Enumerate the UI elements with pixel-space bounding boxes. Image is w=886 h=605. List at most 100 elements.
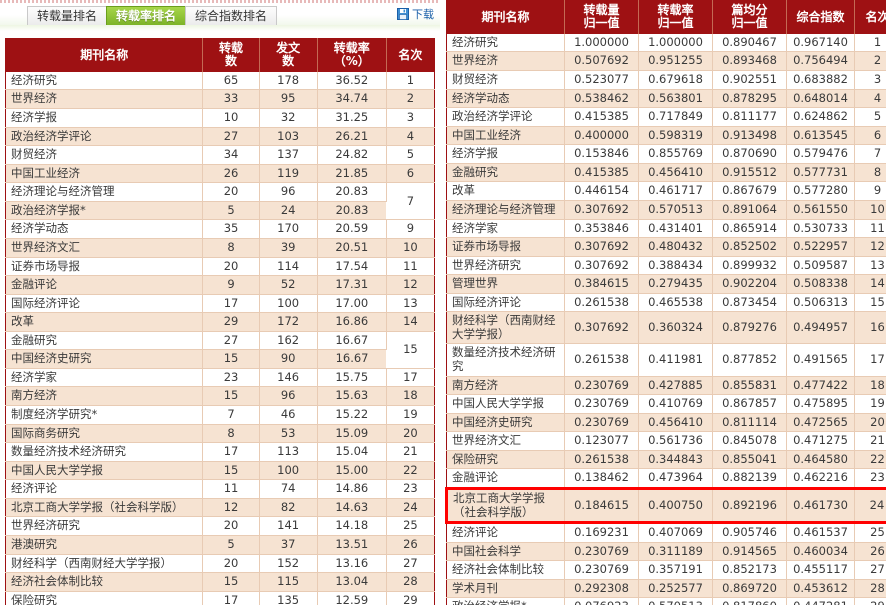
table-row[interactable]: 港澳研究 5 37 13.51 26 (5, 535, 435, 555)
table-row[interactable]: 保险研究 0.261538 0.344843 0.855041 0.464580 22 (446, 450, 886, 470)
table-row[interactable]: 中国人民大学学报 0.230769 0.410769 0.867857 0.475895… (446, 394, 886, 414)
cell-index: 0.624862 (786, 107, 855, 127)
cell-v3: 0.817860 (712, 597, 787, 605)
tab-1[interactable]: 转载率排名 (106, 6, 187, 25)
left-col-header-1: 转载数 (202, 38, 260, 72)
table-row[interactable]: 北京工商大学学报（社会科学版） 12 82 14.63 24 (5, 498, 435, 518)
table-row[interactable]: 证券市场导报 0.307692 0.480432 0.852502 0.522957 12 (446, 237, 886, 257)
cell-v3: 0.915512 (712, 163, 787, 183)
table-row[interactable]: 政治经济学报*0.0769230.5705130.8178600.4472812… (446, 597, 886, 605)
download-button[interactable]: 下载 (397, 6, 434, 22)
table-row[interactable]: 经济社会体制比较 15 115 13.04 28 (5, 572, 435, 592)
table-row[interactable]: 中国经济史研究 0.230769 0.456410 0.811114 0.472565 2… (446, 413, 886, 433)
table-row[interactable]: 财贸经济 34 137 24.82 5 (5, 145, 435, 165)
table-row[interactable]: 中国工业经济 0.400000 0.598319 0.913498 0.613545 6 (446, 126, 886, 146)
cell-rate: 13.16 (317, 554, 387, 574)
table-row-highlighted[interactable]: 北京工商大学学报（社会科学版） 0.184615 0.400750 0.892196 0… (445, 486, 886, 525)
table-row[interactable]: 国际经济评论 0.261538 0.465538 0.873454 0.506313 15 (446, 293, 886, 313)
table-row[interactable]: 经济学家 23 146 15.75 17 (5, 368, 435, 388)
table-row[interactable]: 政治经济学报* 5 24 20.83 (5, 201, 435, 221)
cell-v1: 0.261538 (564, 293, 639, 313)
table-row[interactable]: 国际商务研究 8 53 15.09 20 (5, 424, 435, 444)
table-row[interactable]: 世界经济研究 0.307692 0.388434 0.899932 0.509587 13 (446, 256, 886, 276)
table-row[interactable]: 政治经济学评论 27 103 26.21 4 (5, 127, 435, 147)
cell-rate: 17.54 (317, 257, 387, 277)
table-row[interactable]: 世界经济 33 95 34.74 2 (5, 89, 435, 109)
table-row[interactable]: 财经科学（西南财经大学学报） 20 152 13.16 27 (5, 554, 435, 574)
table-row[interactable]: 中国经济史研究 15 90 16.67 (5, 349, 435, 369)
table-row[interactable]: 世界经济文汇 0.123077 0.561736 0.845078 0.471275 21 (446, 431, 886, 451)
table-row[interactable]: 国际经济评论 17 100 17.00 13 (5, 294, 435, 314)
cell-rate: 15.00 (317, 461, 387, 481)
tab-2[interactable]: 综合指数排名 (185, 6, 278, 25)
table-row[interactable]: 管理世界 0.384615 0.279435 0.902204 0.508338 14 (446, 274, 886, 294)
table-row[interactable]: 经济学动态 35 170 20.59 9 (5, 219, 435, 239)
cell-v2: 0.717849 (638, 107, 713, 127)
dotted-top-border (0, 0, 440, 3)
cell-v2: 0.360324 (638, 311, 713, 345)
cell-rate: 16.67 (317, 349, 387, 369)
cell-reprints: 20 (202, 554, 260, 574)
cell-index: 0.577731 (786, 163, 855, 183)
cell-v3: 0.867679 (712, 181, 787, 201)
table-row[interactable]: 财经科学（西南财经大学学报） 0.307692 0.360324 0.879276 0.… (446, 311, 886, 345)
table-row[interactable]: 金融评论 0.138462 0.473964 0.882139 0.462216 23 (446, 468, 886, 489)
table-row[interactable]: 经济评论 11 74 14.86 23 (5, 479, 435, 499)
cell-rank: 12 (854, 237, 886, 257)
table-row[interactable]: 数量经济技术经济研究 17 113 15.04 21 (5, 442, 435, 462)
table-row[interactable]: 金融评论 9 52 17.31 12 (5, 275, 435, 295)
cell-articles: 46 (259, 405, 318, 425)
table-row[interactable]: 南方经济 15 96 15.63 18 (5, 386, 435, 406)
table-row[interactable]: 经济理论与经济管理 20 96 20.83 7 (5, 182, 435, 221)
table-row[interactable]: 经济评论 0.169231 0.407069 0.905746 0.461537 25 (446, 522, 886, 543)
cell-name: 金融评论 (5, 275, 204, 295)
cell-rank: 21 (386, 442, 435, 462)
tab-0[interactable]: 转载量排名 (27, 6, 108, 25)
cell-rank: 23 (854, 468, 886, 489)
table-row[interactable]: 经济研究 65 178 36.52 1 (5, 71, 435, 91)
table-row[interactable]: 经济研究 1.000000 1.000000 0.890467 0.967140 1 (446, 33, 886, 53)
table-row[interactable]: 保险研究 17 135 12.59 29 (5, 591, 435, 605)
cell-rate: 20.83 (317, 182, 387, 202)
table-row[interactable]: 数量经济技术经济研究 0.261538 0.411981 0.877852 0.4915… (446, 343, 886, 377)
table-row[interactable]: 世界经济文汇 8 39 20.51 10 (5, 238, 435, 258)
cell-rank: 22 (854, 450, 886, 470)
cell-reprints: 11 (202, 479, 260, 499)
table-row[interactable]: 金融研究 27 162 16.67 15 (5, 331, 435, 369)
cell-v1: 0.153846 (564, 144, 639, 164)
table-row[interactable]: 中国人民大学学报 15 100 15.00 22 (5, 461, 435, 481)
cell-v2: 0.431401 (638, 219, 713, 239)
table-row[interactable]: 财贸经济 0.523077 0.679618 0.902551 0.683882 3 (446, 70, 886, 90)
cell-rank: 17 (854, 343, 886, 377)
table-row[interactable]: 经济学报 10 32 31.25 3 (5, 108, 435, 128)
table-row[interactable]: 经济理论与经济管理 0.307692 0.570513 0.891064 0.56155… (446, 200, 886, 220)
table-row[interactable]: 经济学动态 0.538462 0.563801 0.878295 0.648014 4 (446, 89, 886, 109)
table-row[interactable]: 中国工业经济 26 119 21.85 6 (5, 164, 435, 184)
table-row[interactable]: 中国社会科学 0.230769 0.311189 0.914565 0.460034 26 (446, 542, 886, 562)
cell-v1: 0.076923 (564, 597, 639, 605)
right-col-header-0: 期刊名称 (446, 0, 565, 34)
table-row[interactable]: 金融研究 0.415385 0.456410 0.915512 0.577731 8 (446, 163, 886, 183)
cell-reprints: 20 (202, 182, 260, 202)
table-row[interactable]: 学术月刊 0.292308 0.252577 0.869720 0.453612 28 (446, 579, 886, 599)
table-row[interactable]: 经济学报 0.153846 0.855769 0.870690 0.579476 7 (446, 144, 886, 164)
cell-index: 0.464580 (786, 450, 855, 470)
cell-index: 0.648014 (786, 89, 855, 109)
cell-index: 0.494957 (786, 311, 855, 345)
table-row[interactable]: 制度经济学研究* 7 46 15.22 19 (5, 405, 435, 425)
cell-v1: 0.415385 (564, 107, 639, 127)
table-row[interactable]: 世界经济 0.507692 0.951255 0.893468 0.756494 2 (446, 51, 886, 71)
table-row[interactable]: 经济社会体制比较 0.230769 0.357191 0.852173 0.455117… (446, 560, 886, 580)
table-row[interactable]: 世界经济研究 20 141 14.18 25 (5, 516, 435, 536)
table-row[interactable]: 南方经济 0.230769 0.427885 0.855831 0.477422 18 (446, 376, 886, 396)
table-row[interactable]: 改革 29 172 16.86 14 (5, 312, 435, 332)
table-row[interactable]: 经济学家 0.353846 0.431401 0.865914 0.530733 11 (446, 219, 886, 239)
cell-articles: 141 (259, 516, 318, 536)
cell-rate: 13.04 (317, 572, 387, 592)
cell-rank: 18 (386, 386, 435, 406)
table-row[interactable]: 政治经济学评论 0.415385 0.717849 0.811177 0.624862 5 (446, 107, 886, 127)
cell-rate: 12.59 (317, 591, 387, 605)
table-row[interactable]: 改革 0.446154 0.461717 0.867679 0.577280 9 (446, 181, 886, 201)
cell-articles: 37 (259, 535, 318, 555)
table-row[interactable]: 证券市场导报 20 114 17.54 11 (5, 257, 435, 277)
